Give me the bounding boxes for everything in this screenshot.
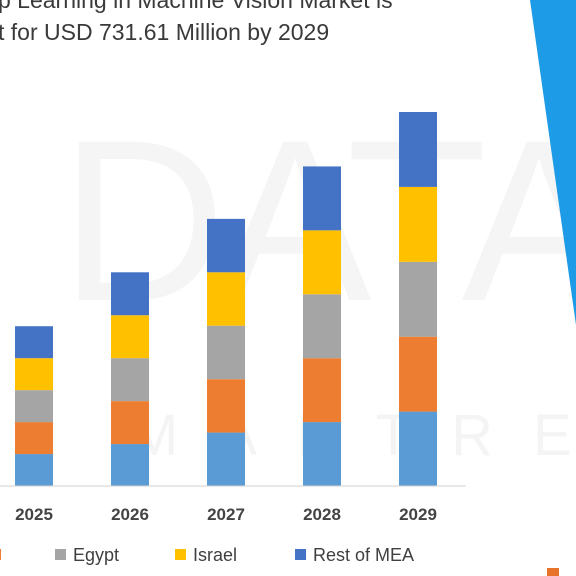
x-tick-label: 2029 xyxy=(399,505,437,524)
x-tick-label: 2028 xyxy=(303,505,341,524)
legend-swatch xyxy=(175,549,186,560)
bar-segment-2029-s3 xyxy=(399,261,437,337)
bar-segment-2028-s2 xyxy=(303,358,341,423)
bar-segment-2027-s4 xyxy=(207,272,245,326)
bar-segment-2029-s4 xyxy=(399,186,437,262)
x-tick-label: 2026 xyxy=(111,505,149,524)
title-line-2: t for USD 731.61 Million by 2029 xyxy=(0,19,329,45)
bar-segment-2028-s3 xyxy=(303,294,341,359)
decorative-triangle xyxy=(530,0,576,325)
bar-segment-2027-s5 xyxy=(207,218,245,273)
bar-segment-2026-s4 xyxy=(111,315,149,359)
decorative-orange-marker xyxy=(547,568,559,576)
bar-segment-2025-s5 xyxy=(15,326,53,359)
legend-label: Rest of MEA xyxy=(313,545,414,565)
x-axis-ticks: 2025 2026 2027 2028 2029 xyxy=(15,505,437,524)
legend-swatch xyxy=(55,549,66,560)
legend-swatch xyxy=(0,549,1,560)
bar-segment-2026-s3 xyxy=(111,358,149,402)
bar-segment-2028-s4 xyxy=(303,230,341,295)
chart-title: p Learning in Machine Vision Market is t… xyxy=(0,0,393,45)
bar-segment-2025-s4 xyxy=(15,358,53,391)
bar-segment-2025-s3 xyxy=(15,390,53,423)
bar-segment-2027-s3 xyxy=(207,325,245,380)
bar-segment-2025-s2 xyxy=(15,422,53,455)
bar-segment-2026-s1 xyxy=(111,444,149,486)
x-tick-label: 2025 xyxy=(15,505,53,524)
bar-segment-2025-s1 xyxy=(15,454,53,486)
watermark-tagline: MAKTRE xyxy=(130,403,576,468)
bar-segment-2027-s1 xyxy=(207,432,245,486)
x-tick-label: 2027 xyxy=(207,505,245,524)
bar-stacks xyxy=(15,111,437,486)
bar-segment-2027-s2 xyxy=(207,379,245,433)
title-line-1: p Learning in Machine Vision Market is xyxy=(0,0,393,13)
bar-segment-2029-s5 xyxy=(399,111,437,187)
legend-label: Egypt xyxy=(73,545,119,565)
legend-label: Israel xyxy=(193,545,237,565)
bar-segment-2028-s1 xyxy=(303,422,341,486)
bar-segment-2029-s1 xyxy=(399,411,437,486)
watermark: DATABR MAKTRE xyxy=(130,403,576,468)
bar-segment-2029-s2 xyxy=(399,336,437,412)
bar-segment-2026-s5 xyxy=(111,272,149,316)
bar-segment-2028-s5 xyxy=(303,166,341,231)
bar-segment-2026-s2 xyxy=(111,401,149,445)
legend-swatch xyxy=(295,549,306,560)
legend: Egypt Israel Rest of MEA xyxy=(0,545,414,565)
